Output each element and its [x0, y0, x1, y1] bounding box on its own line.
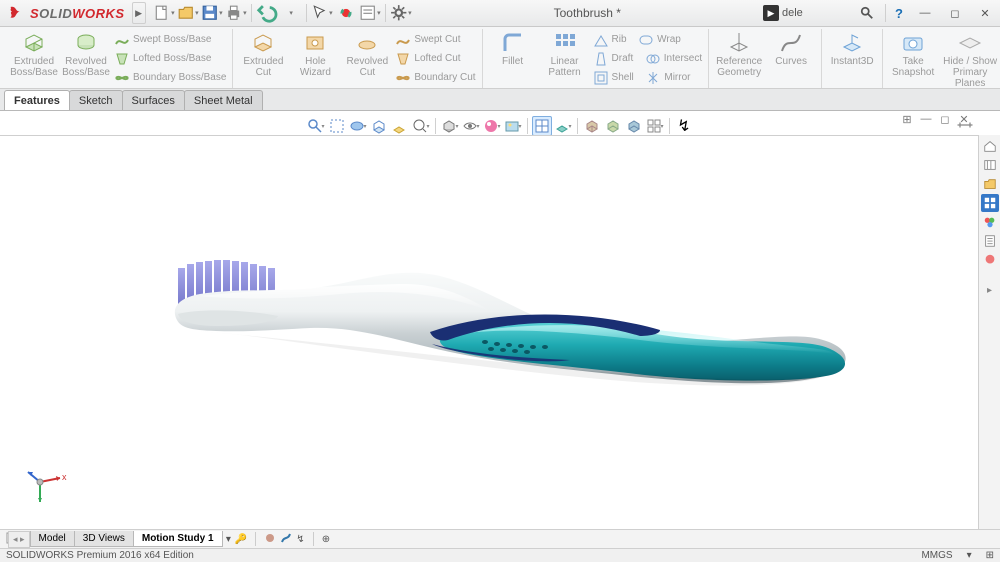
motion-wizard-icon[interactable] [264, 532, 276, 547]
previous-view-button[interactable] [348, 116, 368, 136]
model-render [0, 136, 978, 530]
render-tools-button[interactable] [553, 116, 573, 136]
swept-cut-button[interactable]: Swept Cut [395, 31, 475, 49]
quick-access-toolbar [153, 2, 412, 24]
cube-3-button[interactable] [624, 116, 644, 136]
dynamic-annotation-button[interactable] [390, 116, 410, 136]
tab-sheet-metal[interactable]: Sheet Metal [184, 90, 263, 110]
motion-key-icon[interactable]: 🔑 [235, 534, 247, 545]
extruded-cut-button[interactable]: Extruded Cut [237, 29, 289, 88]
menu-dropdown[interactable]: ▶ [132, 2, 146, 24]
status-custom-icon[interactable]: ⊞ [986, 550, 994, 561]
heads-up-view-toolbar: ↯ [306, 115, 694, 137]
window-controls: — ◻ ✕ [910, 2, 1000, 24]
task-pane: ▸ [978, 135, 1000, 529]
qat-print[interactable] [225, 2, 247, 24]
zoom-fit-button[interactable] [306, 116, 326, 136]
search-input[interactable] [782, 4, 852, 22]
lofted-boss-button[interactable]: Lofted Boss/Base [114, 50, 226, 68]
command-manager-tabs: Features Sketch Surfaces Sheet Metal [0, 89, 1000, 111]
hide-show-planes-button[interactable]: Hide / Show Primary Planes [939, 29, 1000, 88]
tp-forum-icon[interactable] [981, 251, 999, 269]
four-view-button[interactable] [645, 116, 665, 136]
qat-save[interactable] [201, 2, 223, 24]
qat-settings[interactable] [390, 2, 412, 24]
ribbon: Extruded Boss/Base Revolved Boss/Base Sw… [0, 27, 1000, 89]
triad-icon: x [20, 454, 70, 504]
lofted-cut-button[interactable]: Lofted Cut [395, 50, 475, 68]
tp-home-icon[interactable] [981, 137, 999, 155]
command-search: ▶ [763, 3, 879, 23]
qat-select[interactable] [311, 2, 333, 24]
motion-motor-icon[interactable] [280, 532, 292, 547]
view-settings-button[interactable] [532, 116, 552, 136]
tp-props-icon[interactable] [981, 232, 999, 250]
app-brand: SOLIDWORKS [30, 6, 125, 21]
section-view-button[interactable] [369, 116, 389, 136]
curves-button[interactable]: Curves [765, 29, 817, 88]
draft-button[interactable]: Draft Intersect [593, 50, 703, 68]
cube-2-button[interactable] [603, 116, 623, 136]
revolved-cut-button[interactable]: Revolved Cut [341, 29, 393, 88]
bottom-tab-model[interactable]: Model [30, 531, 75, 547]
close-button[interactable]: ✕ [970, 2, 1000, 24]
tp-explorer-icon[interactable] [981, 175, 999, 193]
view-orient-button[interactable] [411, 116, 431, 136]
minimize-button[interactable]: — [910, 2, 940, 24]
link-views-button[interactable]: ↯ [674, 116, 694, 136]
linear-pattern-button[interactable]: Linear Pattern [539, 29, 591, 88]
mdi-restore[interactable]: ◻ [937, 113, 953, 126]
edit-appearance-button[interactable] [482, 116, 502, 136]
zoom-area-button[interactable] [327, 116, 347, 136]
revolved-boss-button[interactable]: Revolved Boss/Base [60, 29, 112, 88]
tp-collapse-icon[interactable]: ▸ [981, 281, 999, 299]
mdi-minimize[interactable]: — [918, 113, 934, 126]
document-title: Toothbrush * [412, 6, 763, 20]
svg-text:x: x [62, 472, 67, 482]
qat-new[interactable] [153, 2, 175, 24]
graphics-viewport[interactable]: x [0, 135, 978, 529]
apply-scene-button[interactable] [503, 116, 523, 136]
search-scope-icon[interactable]: ▶ [763, 5, 779, 21]
cube-1-button[interactable] [582, 116, 602, 136]
swept-boss-button[interactable]: Swept Boss/Base [114, 31, 226, 49]
shell-button[interactable]: Shell Mirror [593, 69, 703, 87]
title-bar: SOLIDWORKS ▶ Toothbrush * ▶ ? — ◻ ✕ [0, 0, 1000, 27]
status-edition: SOLIDWORKS Premium 2016 x64 Edition [6, 550, 194, 561]
boundary-boss-button[interactable]: Boundary Boss/Base [114, 69, 226, 87]
tp-appearances-icon[interactable] [981, 213, 999, 231]
help-button[interactable]: ? [888, 2, 910, 24]
qat-open[interactable] [177, 2, 199, 24]
tp-library-icon[interactable] [981, 156, 999, 174]
bottom-tab-motion[interactable]: Motion Study 1 [133, 531, 223, 547]
tp-view-palette-icon[interactable] [981, 194, 999, 212]
motion-results-icon[interactable]: ⊕ [322, 534, 330, 545]
boundary-cut-button[interactable]: Boundary Cut [395, 69, 475, 87]
hole-wizard-button[interactable]: Hole Wizard [289, 29, 341, 88]
search-button[interactable] [855, 3, 879, 23]
hide-show-button[interactable] [461, 116, 481, 136]
rib-button[interactable]: Rib Wrap [593, 31, 703, 49]
app-logo [0, 4, 30, 22]
qat-redo[interactable] [280, 2, 302, 24]
tab-surfaces[interactable]: Surfaces [122, 90, 185, 110]
qat-undo[interactable] [256, 2, 278, 24]
tab-sketch[interactable]: Sketch [69, 90, 123, 110]
status-units[interactable]: MMGS [921, 550, 952, 561]
status-bar: SOLIDWORKS Premium 2016 x64 Edition MMGS… [0, 548, 1000, 562]
qat-rebuild[interactable] [335, 2, 357, 24]
tab-features[interactable]: Features [4, 90, 70, 110]
qat-options[interactable] [359, 2, 381, 24]
fillet-button[interactable]: Fillet [487, 29, 539, 88]
instant3d-button[interactable]: Instant3D [826, 29, 878, 88]
snapshot-button[interactable]: Take Snapshot [887, 29, 939, 88]
maximize-button[interactable]: ◻ [940, 2, 970, 24]
mdi-dock[interactable]: ⊞ [899, 113, 915, 126]
smart-dimension-icon[interactable] [955, 115, 975, 135]
extruded-boss-button[interactable]: Extruded Boss/Base [8, 29, 60, 88]
display-style-button[interactable] [440, 116, 460, 136]
reference-geometry-button[interactable]: Reference Geometry [713, 29, 765, 88]
bottom-tab-3dviews[interactable]: 3D Views [74, 531, 134, 547]
